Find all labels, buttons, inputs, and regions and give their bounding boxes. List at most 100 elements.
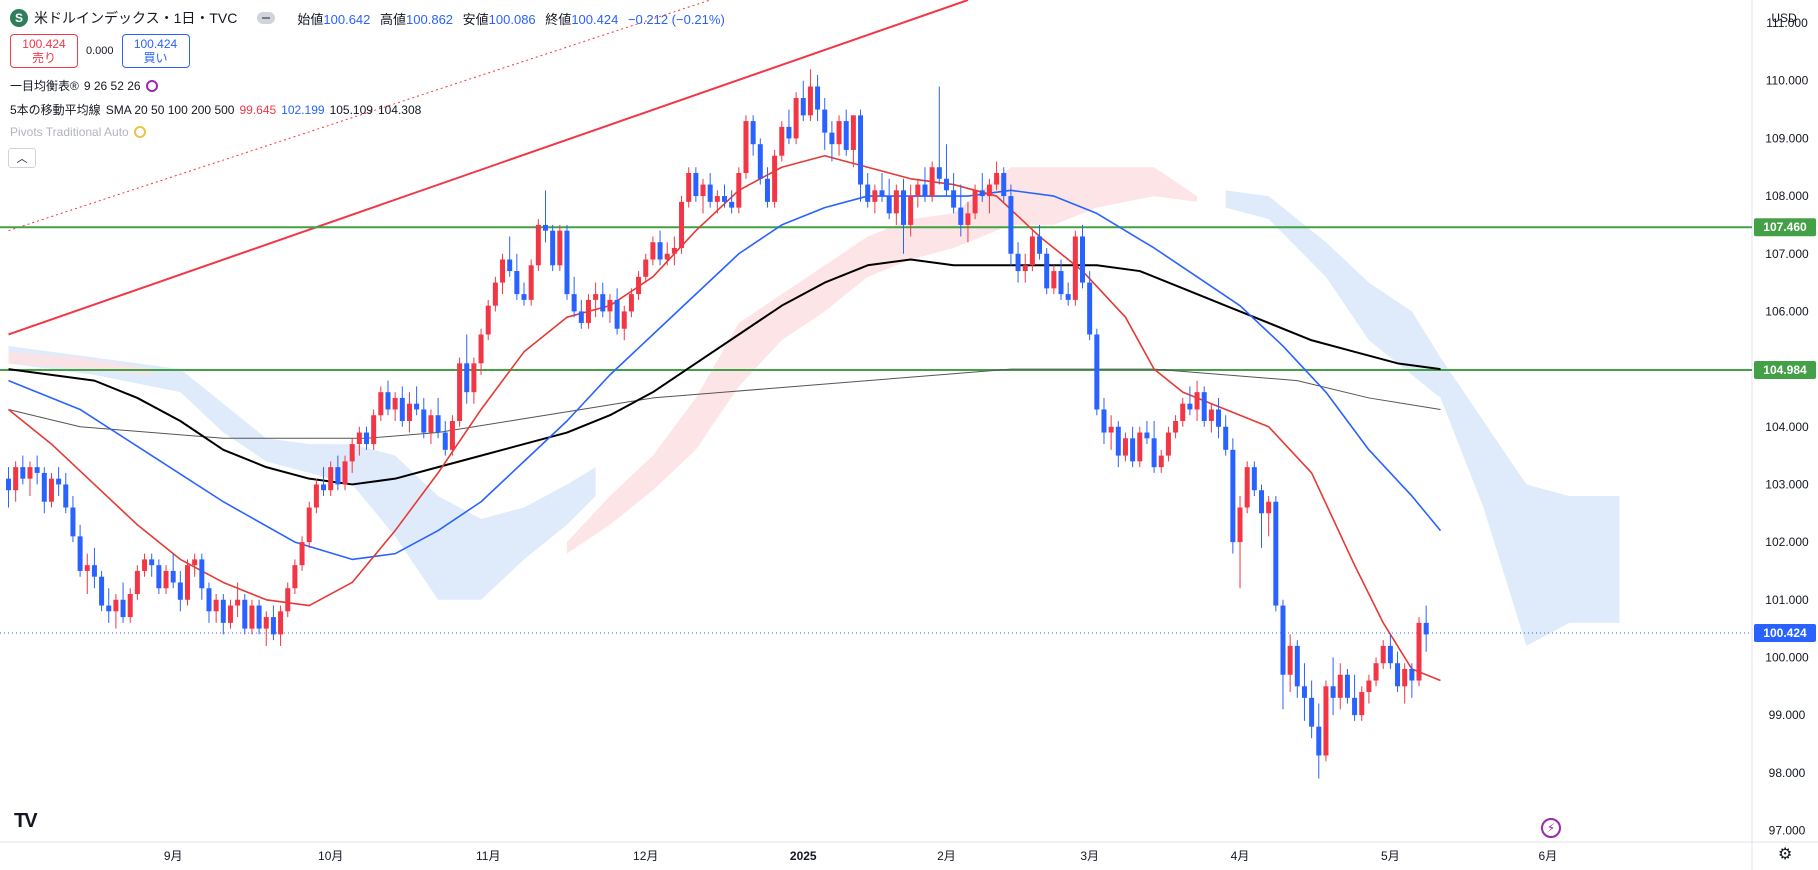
lightning-icon[interactable]: ⚡ <box>1541 818 1561 838</box>
candle-body-46 <box>335 467 341 485</box>
candle-body-141 <box>1015 253 1021 272</box>
candle-body-155 <box>1115 426 1121 456</box>
candle-body-170 <box>1223 426 1229 450</box>
candle-body-2 <box>20 467 26 479</box>
candle-body-197 <box>1416 622 1422 681</box>
x-tick-label-3: 12月 <box>633 849 658 863</box>
ichimoku-label: 一目均衡表® <box>10 79 79 93</box>
candle-body-180 <box>1294 645 1300 687</box>
collapse-legend-button[interactable]: ︿ <box>8 148 36 168</box>
candle-body-7 <box>56 478 62 485</box>
candle-body-99 <box>714 196 720 202</box>
trend-line-0 <box>8 0 969 336</box>
candle-body-161 <box>1158 455 1164 468</box>
candle-body-69 <box>500 259 506 283</box>
spread-value: 0.000 <box>86 45 114 57</box>
candle-body-174 <box>1251 467 1257 491</box>
tradingview-logo[interactable]: TV <box>14 810 38 832</box>
candle-body-52 <box>378 392 384 416</box>
candle-body-163 <box>1173 421 1179 433</box>
candle-body-142 <box>1022 265 1028 272</box>
y-tick-label-9: 102.000 <box>1765 535 1809 549</box>
candle-body-50 <box>364 432 369 445</box>
last-price-tag-label: 100.424 <box>1763 626 1807 640</box>
candle-body-187 <box>1344 674 1350 698</box>
indicator-pivots[interactable]: Pivots Traditional Auto <box>10 125 146 139</box>
candle-body-103 <box>743 121 749 174</box>
candle-body-94 <box>679 201 685 248</box>
refresh-icon[interactable] <box>145 79 158 92</box>
candle-body-138 <box>994 173 1000 185</box>
candle-body-62 <box>449 421 455 450</box>
candle-body-192 <box>1380 645 1386 664</box>
candle-body-73 <box>528 265 534 300</box>
low-label: 安値 <box>462 11 489 27</box>
high-value: 100.862 <box>406 11 454 27</box>
candle-body-1 <box>13 467 19 491</box>
candle-body-181 <box>1301 686 1307 698</box>
candle-body-32 <box>235 599 241 606</box>
candle-body-112 <box>807 86 813 116</box>
candle-body-66 <box>478 334 484 364</box>
symbol-title[interactable]: 米ドルインデックス・1日・TVC <box>34 10 238 26</box>
candle-body-25 <box>185 565 190 600</box>
candle-body-11 <box>84 565 90 571</box>
candle-body-128 <box>922 184 928 197</box>
y-tick-label-14: 97.000 <box>1769 823 1806 837</box>
candle-body-97 <box>700 184 706 197</box>
candle-body-95 <box>686 173 692 202</box>
candle-body-178 <box>1280 605 1286 675</box>
currency-button[interactable]: USD <box>1771 11 1797 25</box>
candle-body-58 <box>421 409 427 433</box>
candle-body-173 <box>1244 467 1250 508</box>
candle-body-33 <box>242 599 248 629</box>
candle-body-136 <box>979 190 985 197</box>
gear-icon[interactable]: ⚙ <box>1778 846 1793 863</box>
candle-body-126 <box>908 196 914 225</box>
sell-label: 売り <box>31 51 56 65</box>
x-tick-label-2: 11月 <box>476 849 500 863</box>
sell-button[interactable]: 100.424 売り <box>10 34 78 68</box>
candle-body-166 <box>1194 392 1200 410</box>
sma-label: 5本の移動平均線 <box>10 103 101 117</box>
candle-body-12 <box>91 565 97 577</box>
candle-body-149 <box>1072 236 1078 300</box>
level-tag-1-label: 104.984 <box>1763 363 1807 377</box>
candle-body-21 <box>156 565 162 589</box>
candle-body-172 <box>1237 507 1243 543</box>
candle-body-35 <box>256 605 262 629</box>
candle-body-85 <box>614 299 620 329</box>
candle-body-20 <box>149 559 155 566</box>
high-label: 高値 <box>380 11 407 27</box>
candle-body-125 <box>901 190 906 225</box>
buy-label: 買い <box>143 51 168 65</box>
candle-body-116 <box>836 121 842 145</box>
candle-body-16 <box>120 599 126 618</box>
level-tag-0-bg <box>1754 218 1816 237</box>
candle-body-82 <box>593 294 599 300</box>
candle-body-183 <box>1316 726 1322 756</box>
y-tick-label-5: 106.000 <box>1765 304 1809 318</box>
y-tick-label-10: 101.000 <box>1765 593 1809 607</box>
buy-button[interactable]: 100.424 買い <box>121 34 190 68</box>
symbol-logo: S <box>10 9 28 27</box>
candle-body-37 <box>270 617 276 635</box>
y-tick-label-1: 110.000 <box>1766 74 1809 88</box>
minimize-icon[interactable] <box>257 12 276 24</box>
candle-body-175 <box>1259 490 1264 514</box>
candle-body-63 <box>457 363 463 421</box>
indicator-ichimoku[interactable]: 一目均衡表® 9 26 52 26 <box>10 77 158 94</box>
y-tick-label-8: 103.000 <box>1765 477 1809 491</box>
candle-body-64 <box>464 363 470 393</box>
candle-body-150 <box>1080 236 1085 283</box>
candle-body-122 <box>879 190 885 197</box>
candle-body-47 <box>342 461 348 485</box>
eye-off-icon[interactable] <box>133 126 146 138</box>
sma20-value: 99.645 <box>239 102 277 117</box>
candle-body-102 <box>736 173 742 208</box>
open-value: 100.642 <box>323 11 371 27</box>
candle-body-110 <box>793 98 799 139</box>
low-value: 100.086 <box>488 11 536 27</box>
indicator-sma[interactable]: 5本の移動平均線 SMA 20 50 100 200 500 99.645 10… <box>10 101 421 118</box>
